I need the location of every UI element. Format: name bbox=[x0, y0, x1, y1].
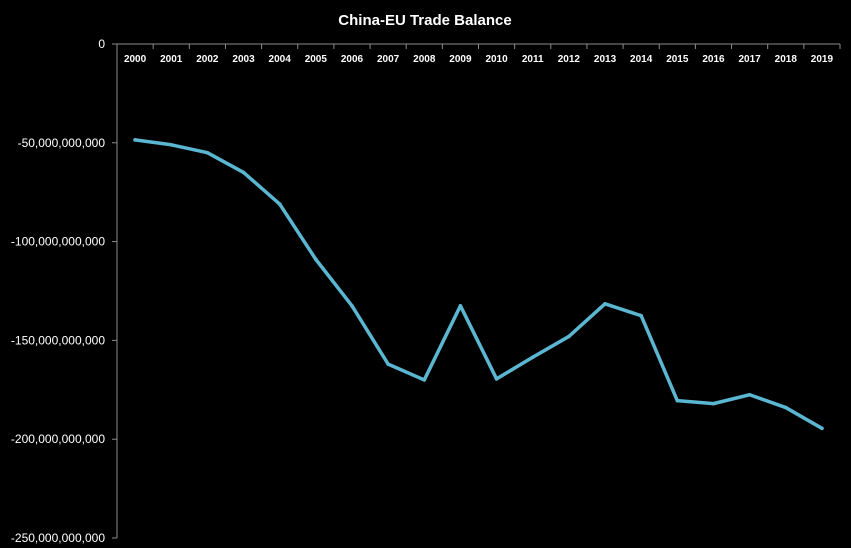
x-tick-label: 2017 bbox=[739, 54, 762, 65]
x-tick-label: 2010 bbox=[485, 54, 508, 65]
x-tick-label: 2005 bbox=[305, 54, 328, 65]
data-point bbox=[241, 170, 246, 175]
data-point bbox=[530, 355, 535, 359]
x-tick-label: 2001 bbox=[160, 54, 183, 65]
data-point bbox=[567, 334, 571, 339]
chart-title: China-EU Trade Balance bbox=[338, 12, 511, 29]
y-tick-label: -50,000,000,000 bbox=[18, 136, 106, 150]
data-point bbox=[133, 138, 137, 142]
x-tick-label: 2019 bbox=[811, 54, 834, 65]
x-tick-label: 2015 bbox=[666, 54, 689, 65]
data-point bbox=[205, 150, 210, 155]
data-point bbox=[747, 392, 752, 397]
data-point bbox=[169, 142, 174, 147]
data-point bbox=[639, 313, 643, 318]
x-tick-label: 2004 bbox=[269, 54, 292, 65]
data-point bbox=[494, 377, 499, 381]
data-point bbox=[603, 302, 607, 306]
x-tick-label: 2016 bbox=[702, 54, 725, 65]
x-tick-label: 2006 bbox=[341, 54, 364, 65]
y-tick-label: -250,000,000,000 bbox=[11, 531, 105, 545]
y-tick-label: -200,000,000,000 bbox=[11, 432, 105, 446]
x-tick-label: 2003 bbox=[232, 54, 255, 65]
data-point bbox=[820, 426, 824, 431]
data-point bbox=[314, 257, 318, 262]
data-point bbox=[350, 304, 354, 308]
x-tick-label: 2012 bbox=[558, 54, 581, 65]
x-tick-label: 2009 bbox=[449, 54, 472, 65]
y-tick-label: -150,000,000,000 bbox=[11, 333, 105, 347]
x-tick-label: 2002 bbox=[196, 54, 219, 65]
data-point bbox=[675, 398, 680, 403]
x-tick-label: 2011 bbox=[522, 54, 544, 65]
y-tick-label: -100,000,000,000 bbox=[11, 235, 105, 249]
series-line bbox=[133, 138, 824, 431]
data-point bbox=[277, 202, 282, 206]
x-tick-label: 2008 bbox=[413, 54, 436, 65]
data-point bbox=[458, 304, 463, 308]
x-tick-label: 2000 bbox=[124, 54, 147, 65]
x-tick-label: 2014 bbox=[630, 54, 653, 65]
y-axis: 0 -50,000,000,000 -100,000,000,000 -150,000… bbox=[11, 37, 118, 545]
x-tick-label: 2007 bbox=[377, 54, 400, 65]
data-point bbox=[386, 362, 390, 366]
data-point bbox=[711, 401, 716, 406]
x-tick-label: 2013 bbox=[594, 54, 617, 65]
x-axis: 2000 2001 2002 2003 2004 2005 2006 2007 2008 2009… bbox=[116, 43, 841, 65]
data-point bbox=[783, 405, 788, 410]
data-point bbox=[422, 378, 427, 382]
y-tick-label: 0 bbox=[98, 37, 105, 51]
series-group bbox=[133, 138, 824, 431]
x-tick-label: 2018 bbox=[775, 54, 798, 65]
